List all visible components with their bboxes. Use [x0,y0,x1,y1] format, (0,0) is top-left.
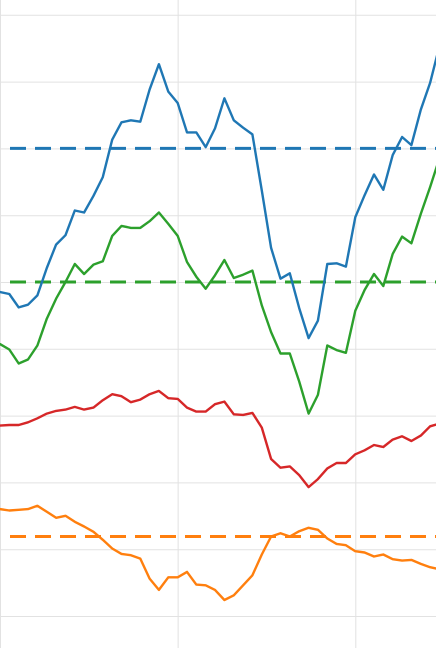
series-line-1 [0,164,436,415]
series-line-0 [0,54,436,340]
series-line-3 [0,504,436,602]
series-lines [0,54,436,602]
reference-lines [10,146,436,539]
series-line-2 [0,389,436,489]
